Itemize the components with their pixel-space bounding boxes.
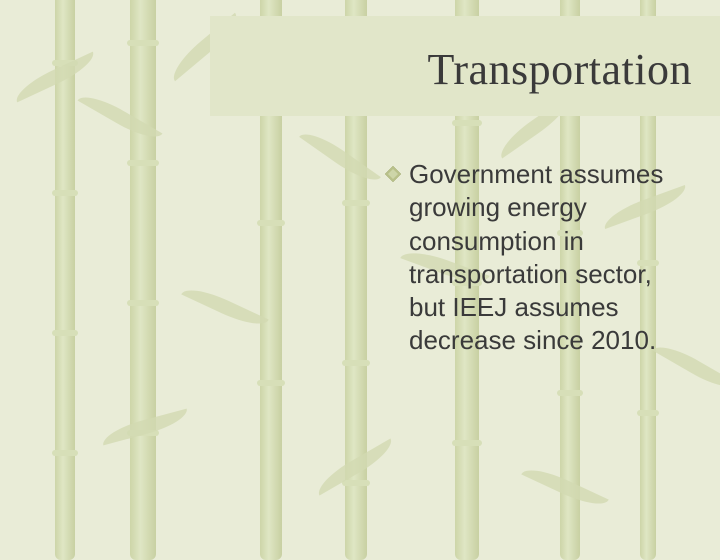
bamboo-leaf [78, 88, 163, 145]
bamboo-stalk [55, 0, 75, 560]
bamboo-leaf [100, 409, 191, 446]
bullet-text: Government assumes growing energy consum… [409, 158, 675, 358]
bamboo-leaf [11, 52, 98, 103]
title-bar: Transportation [210, 16, 720, 116]
bamboo-leaf [521, 462, 608, 513]
body-area: Government assumes growing energy consum… [385, 158, 675, 358]
bullet-item: Government assumes growing energy consum… [385, 158, 675, 358]
slide-title: Transportation [428, 44, 693, 95]
bamboo-leaf [181, 282, 268, 333]
diamond-bullet-icon [385, 166, 401, 182]
bamboo-stalk [130, 0, 156, 560]
bamboo-leaf [299, 125, 381, 188]
bamboo-leaf [313, 438, 398, 495]
